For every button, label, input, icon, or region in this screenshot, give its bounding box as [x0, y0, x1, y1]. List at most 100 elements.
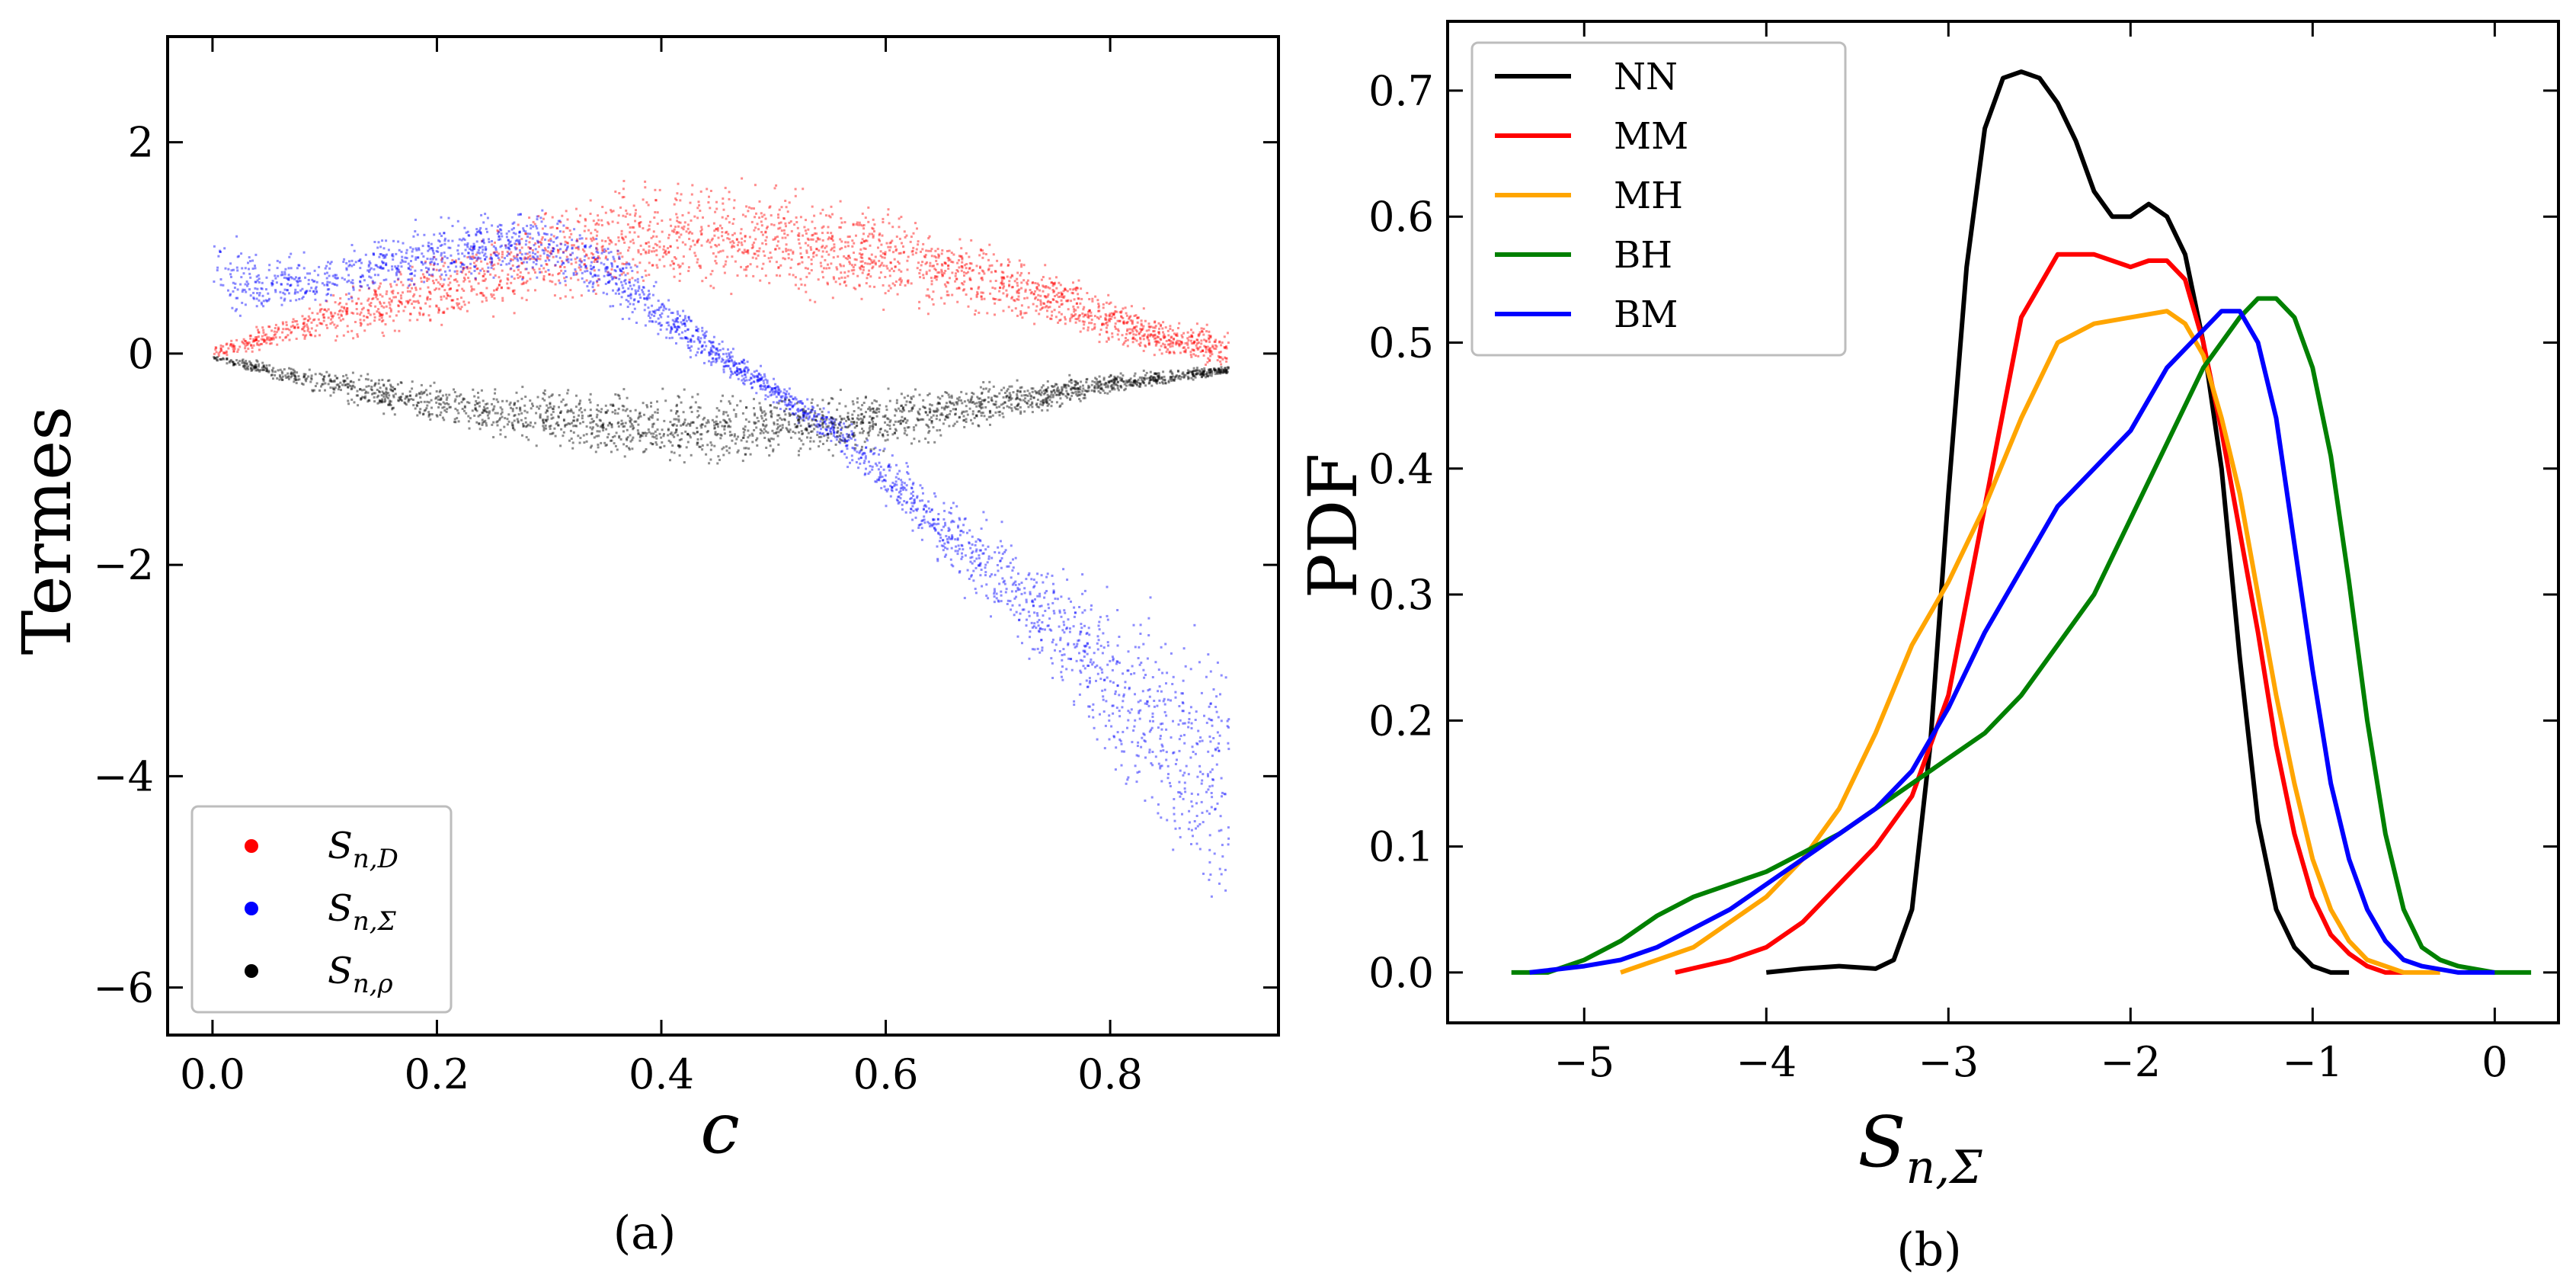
scatter-point — [254, 338, 258, 341]
scatter-point — [593, 256, 596, 259]
scatter-point — [1011, 296, 1014, 299]
scatter-point — [707, 201, 710, 204]
scatter-point — [252, 296, 255, 300]
scatter-point — [235, 338, 238, 341]
scatter-point — [667, 315, 670, 318]
scatter-point — [232, 281, 235, 284]
scatter-point — [958, 238, 962, 241]
scatter-point — [1221, 791, 1224, 794]
scatter-point — [1013, 614, 1016, 617]
scatter-point — [1227, 718, 1230, 721]
scatter-point — [962, 271, 965, 274]
scatter-point — [722, 239, 725, 242]
scatter-point — [1180, 334, 1183, 337]
scatter-point — [1051, 641, 1054, 644]
scatter-point — [1202, 350, 1205, 352]
scatter-point — [923, 508, 925, 511]
panel-a: 0.0 0.2 0.4 0.6 0.8 20−2−4−6 c Termes Sn,DSn… — [8, 35, 1280, 1260]
scatter-point — [978, 554, 981, 557]
scatter-point — [980, 249, 982, 252]
scatter-point — [618, 192, 621, 194]
scatter-point — [910, 486, 913, 489]
scatter-point — [504, 244, 507, 247]
scatter-point — [779, 399, 782, 402]
scatter-point — [251, 346, 254, 349]
scatter-point — [567, 261, 570, 264]
scatter-point — [878, 233, 881, 236]
scatter-point — [1129, 315, 1132, 318]
scatter-point — [620, 270, 623, 273]
scatter-point — [866, 262, 869, 265]
scatter-point — [874, 480, 877, 483]
scatter-point — [971, 550, 974, 553]
scatter-point — [1157, 322, 1160, 325]
scatter-point — [942, 502, 946, 505]
scatter-point — [382, 319, 385, 322]
scatter-point — [1034, 282, 1037, 284]
scatter-point — [490, 263, 493, 266]
scatter-point — [472, 246, 475, 248]
scatter-point — [1219, 815, 1222, 818]
scatter-point — [596, 261, 599, 263]
scatter-point — [874, 263, 877, 266]
scatter-point — [392, 290, 395, 293]
scatter-point — [996, 564, 999, 566]
scatter-point — [830, 417, 834, 420]
scatter-point — [235, 296, 238, 300]
scatter-point — [379, 302, 382, 305]
scatter-point — [672, 262, 675, 265]
scatter-point — [1032, 625, 1035, 628]
scatter-point — [1011, 286, 1014, 289]
scatter-point — [1210, 351, 1213, 354]
scatter-point — [268, 297, 270, 300]
scatter-point — [561, 263, 564, 266]
scatter-point — [712, 346, 715, 349]
scatter-point — [677, 321, 680, 324]
scatter-point — [621, 196, 624, 199]
scatter-point — [1029, 292, 1032, 295]
scatter-point — [805, 412, 808, 415]
scatter-point — [1128, 332, 1131, 335]
scatter-point — [810, 411, 813, 413]
scatter-point — [634, 293, 637, 296]
scatter-point — [551, 216, 554, 219]
scatter-point — [981, 291, 984, 294]
scatter-point — [506, 277, 509, 280]
scatter-point — [900, 280, 903, 284]
scatter-point — [451, 258, 454, 261]
scatter-point — [935, 278, 938, 281]
scatter-point — [283, 299, 286, 302]
scatter-point — [302, 267, 306, 270]
scatter-point — [722, 368, 725, 371]
scatter-point — [1006, 293, 1009, 296]
scatter-point — [260, 338, 263, 341]
scatter-point — [808, 272, 811, 275]
scatter-point — [1179, 835, 1182, 838]
scatter-point — [1097, 304, 1100, 307]
scatter-point — [839, 421, 842, 425]
scatter-point — [735, 239, 738, 242]
scatter-point — [1118, 636, 1121, 638]
scatter-point — [476, 230, 478, 233]
scatter-point — [1120, 316, 1123, 319]
scatter-point — [813, 414, 816, 417]
scatter-point — [1112, 704, 1115, 707]
scatter-point — [850, 264, 853, 267]
scatter-point — [846, 236, 850, 239]
scatter-point — [701, 344, 704, 347]
scatter-point — [507, 239, 510, 242]
scatter-point — [524, 243, 527, 246]
scatter-point — [832, 256, 835, 259]
scatter-point — [389, 283, 392, 286]
scatter-point — [400, 301, 403, 304]
scatter-point — [462, 268, 465, 271]
scatter-point — [885, 242, 888, 245]
scatter-point — [901, 503, 904, 506]
scatter-point — [324, 308, 327, 311]
scatter-point — [298, 277, 301, 280]
scatter-point — [572, 271, 575, 274]
scatter-point — [540, 242, 542, 245]
scatter-point — [489, 261, 491, 264]
scatter-point — [230, 275, 232, 278]
scatter-point — [802, 412, 805, 415]
